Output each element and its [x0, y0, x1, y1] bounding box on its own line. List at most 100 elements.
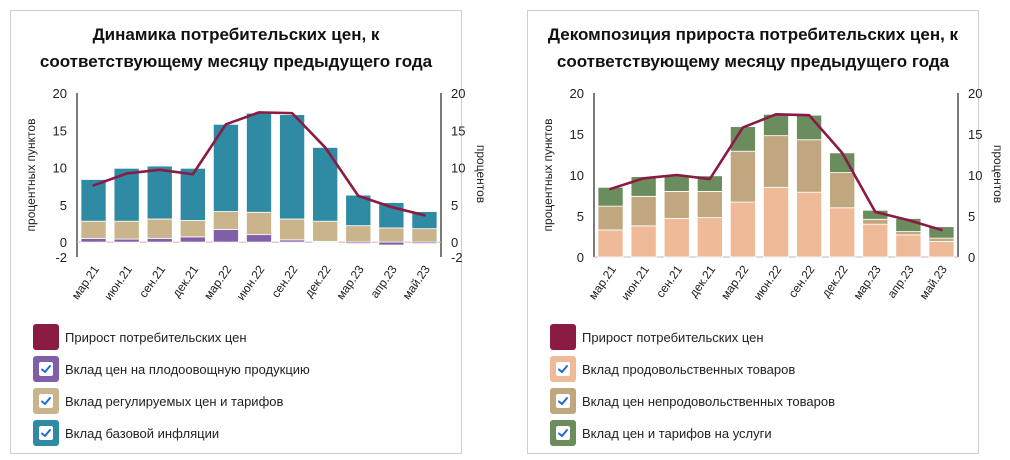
x-tick-label: дек.22: [819, 262, 851, 299]
y-tick-label: 0: [577, 250, 584, 265]
legend-item[interactable]: Вклад цен на плодоовощную продукцию: [33, 353, 310, 385]
y2-tick-label: -2: [451, 250, 463, 265]
bar-segment: [663, 190, 690, 219]
x-tick-label: май.23: [916, 262, 950, 302]
bar-segment: [179, 167, 206, 221]
checkmark-icon: [39, 362, 53, 376]
legend-item[interactable]: Вклад базовой инфляции: [33, 417, 310, 449]
legend-item[interactable]: Прирост потребительских цен: [33, 321, 310, 353]
bar-segment: [279, 218, 306, 241]
bar-segment: [146, 237, 173, 243]
legend-swatch[interactable]: [33, 324, 59, 350]
bar-segment: [80, 237, 107, 243]
y-tick-label: 5: [60, 198, 67, 213]
bar-segment: [80, 220, 107, 239]
x-tick-label: дек.21: [169, 262, 201, 299]
bar-segment: [345, 225, 372, 243]
legend-checkbox[interactable]: [33, 388, 59, 414]
bar-segment: [312, 220, 339, 242]
x-tick-label: мар.21: [69, 262, 103, 302]
bar-segment: [696, 217, 723, 258]
y-tick-label: 20: [53, 86, 67, 101]
bar-segment: [597, 229, 624, 258]
bar-segment: [212, 211, 239, 230]
legend-checkbox[interactable]: [550, 420, 576, 446]
legend-item[interactable]: Прирост потребительских цен: [550, 321, 835, 353]
legend-item[interactable]: Вклад цен и тарифов на услуги: [550, 417, 835, 449]
bar-segment: [179, 220, 206, 238]
bar-segment: [763, 186, 789, 258]
y2-tick-label: 10: [968, 168, 982, 183]
checkmark-icon: [39, 394, 53, 408]
legend-label: Вклад базовой инфляции: [65, 425, 220, 441]
legend-label: Прирост потребительских цен: [582, 329, 764, 345]
legend-item[interactable]: Вклад регулируемых цен и тарифов: [33, 385, 310, 417]
y2-tick-label: 5: [451, 198, 458, 213]
bar-segment: [279, 114, 306, 220]
bar-segment: [179, 236, 206, 243]
legend-item[interactable]: Вклад продовольственных товаров: [550, 353, 835, 385]
y-tick-label: 10: [53, 161, 67, 176]
bar-segment: [796, 191, 823, 258]
y2-tick-label: 20: [968, 86, 982, 101]
legend-label: Вклад цен и тарифов на услуги: [582, 425, 772, 441]
bar-segment: [829, 172, 856, 209]
checkmark-icon: [39, 426, 53, 440]
bar-segment: [928, 237, 955, 242]
y-tick-label: 0: [60, 235, 67, 250]
y-axis-title: процентных пунктов: [24, 119, 38, 232]
x-tick-label: сен.21: [653, 262, 685, 300]
legend-label: Вклад регулируемых цен и тарифов: [65, 393, 284, 409]
bar-segment: [113, 238, 140, 243]
chart-svg: 20 15 10 5 0 20 15 10 5 0 процентных пунктов процен…: [541, 86, 1005, 303]
x-tick-label: июн.21: [101, 262, 135, 302]
y-tick-label: -2: [55, 250, 67, 265]
y2-tick-label: 5: [968, 209, 975, 224]
y2-tick-label: 15: [451, 123, 465, 138]
bar-segment: [928, 241, 955, 258]
y2-tick-label: 15: [968, 127, 982, 142]
legend-checkbox[interactable]: [550, 356, 576, 382]
bar-segment: [246, 234, 272, 243]
bar-segment: [763, 135, 789, 188]
x-tick-label: май.23: [399, 262, 433, 302]
legend-swatch[interactable]: [550, 324, 576, 350]
y-tick-label: 15: [53, 123, 67, 138]
x-tick-label: мар.22: [201, 262, 235, 302]
bar-segment: [862, 218, 889, 225]
bar-segment: [246, 211, 272, 236]
bar-segment: [895, 234, 922, 258]
legend-checkbox[interactable]: [33, 356, 59, 382]
bar-segment: [630, 225, 657, 258]
legend-checkbox[interactable]: [33, 420, 59, 446]
x-tick-label: апр.23: [884, 262, 917, 300]
bar-segment: [345, 194, 372, 227]
y2-tick-label: 10: [451, 161, 465, 176]
bar-segment: [796, 114, 823, 141]
bar-segment: [829, 207, 856, 258]
x-tick-label: июн.21: [618, 262, 652, 302]
x-tick-label: мар.23: [333, 262, 367, 302]
bar-segment: [378, 202, 405, 229]
bar-segment: [411, 211, 438, 230]
cpi-line: [92, 111, 426, 217]
x-tick-label: июн.22: [234, 262, 268, 302]
legend-item[interactable]: Вклад цен непродовольственных товаров: [550, 385, 835, 417]
y2-tick-label: 20: [451, 86, 465, 101]
bar-segment: [862, 223, 889, 258]
bar-segment: [729, 201, 756, 258]
legend-label: Прирост потребительских цен: [65, 329, 247, 345]
y-tick-label: 10: [570, 168, 584, 183]
x-tick-label: сен.22: [785, 262, 817, 300]
y-tick-label: 5: [577, 209, 584, 224]
bar-segment: [378, 241, 405, 246]
bar-segment: [146, 218, 173, 239]
bar-segment: [729, 150, 756, 203]
bar-segment: [663, 174, 690, 192]
checkmark-icon: [556, 426, 570, 440]
bar-segment: [895, 231, 922, 236]
checkmark-icon: [556, 362, 570, 376]
chart-title: Декомпозиция прироста потребительских це…: [547, 25, 959, 71]
legend-checkbox[interactable]: [550, 388, 576, 414]
